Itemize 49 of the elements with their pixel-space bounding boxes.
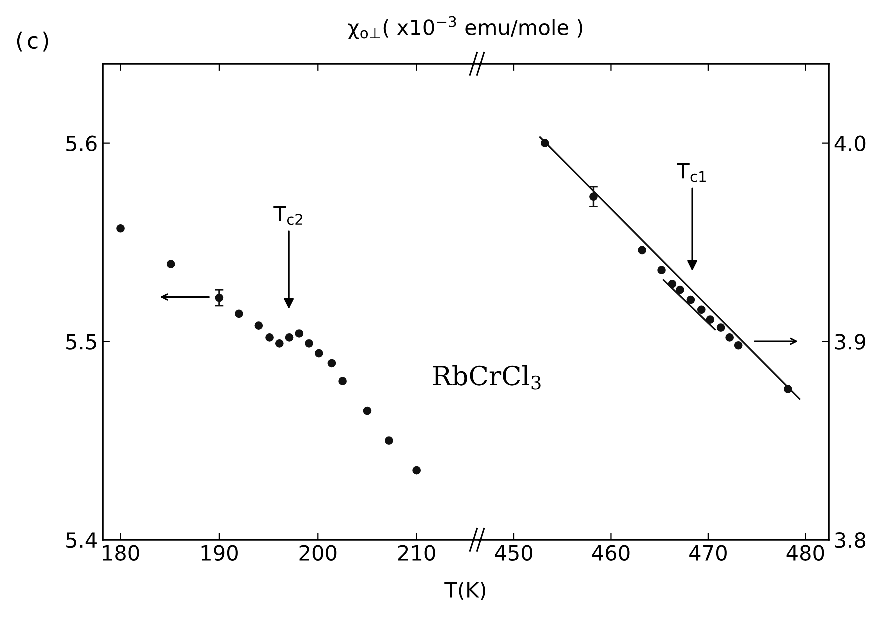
point: [328, 359, 336, 368]
x-tick-label: 210: [398, 545, 436, 561]
annotation: T$_{c1}$: [677, 163, 706, 182]
point: [638, 246, 646, 255]
y-tick-label: 5.6: [66, 136, 97, 152]
y-tick-label: 5.5: [66, 334, 96, 350]
point: [314, 349, 324, 358]
x-tick-label: 200: [300, 545, 337, 561]
point: [235, 310, 244, 318]
point: [590, 192, 598, 202]
point: [716, 324, 726, 332]
point: [668, 280, 677, 288]
chart-title: χ$_{o⊥}$( x10$^{−3}$ emu/mole ): [348, 16, 583, 40]
point: [697, 306, 706, 314]
point: [658, 266, 666, 274]
x-tick-label: 470: [690, 545, 727, 561]
point: [338, 377, 347, 386]
point: [166, 260, 176, 268]
point: [540, 139, 550, 148]
annotation: T$_{c2}$: [274, 206, 302, 226]
x-axis-title: T(K): [444, 582, 486, 600]
x-tick-label: 190: [202, 545, 238, 561]
point: [305, 339, 314, 348]
point: [385, 436, 394, 445]
point: [734, 341, 743, 350]
point: [363, 406, 372, 416]
y-tick-label: 3.9: [835, 334, 866, 350]
point: [784, 385, 792, 394]
point: [215, 294, 224, 302]
y-tick-label: 5.4: [66, 532, 97, 548]
x-tick-label: 480: [786, 545, 824, 561]
point: [706, 316, 715, 324]
point: [285, 334, 294, 342]
point: [686, 296, 696, 304]
x-tick-label: 180: [103, 545, 140, 561]
point: [726, 334, 734, 342]
point: [275, 339, 284, 348]
point: [295, 330, 304, 338]
point: [412, 466, 421, 475]
x-tick-label: 450: [495, 545, 532, 561]
text: (c): [17, 32, 48, 52]
point: [676, 286, 684, 294]
point: [116, 224, 125, 233]
y-tick-label: 3.8: [835, 532, 866, 548]
point: [266, 334, 274, 342]
point: [254, 322, 264, 330]
annotation: RbCrCl$_{3}$: [433, 365, 541, 390]
y-tick-label: 4.0: [834, 136, 866, 152]
x-tick-label: 460: [592, 545, 630, 561]
